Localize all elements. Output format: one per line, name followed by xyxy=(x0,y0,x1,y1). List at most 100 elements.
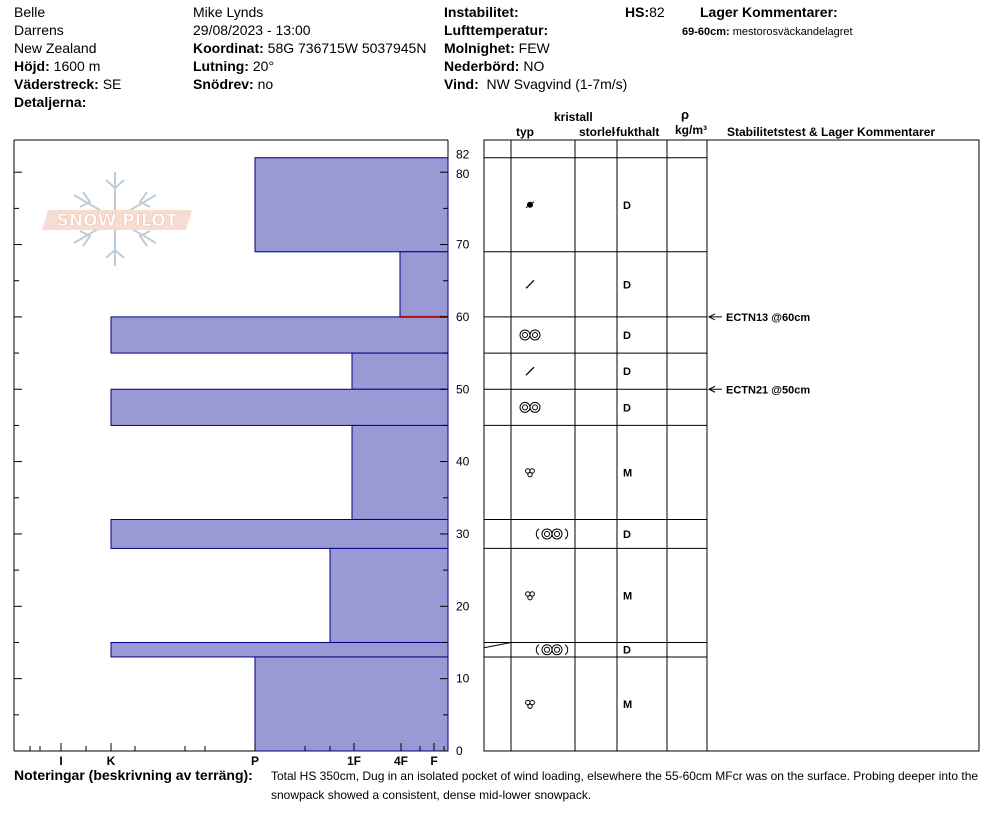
aspect: Väderstreck: SE xyxy=(14,76,121,92)
sky-cover-label: Molnighet: xyxy=(444,40,515,56)
stability-test-label: ECTN13 @60cm xyxy=(726,312,810,324)
sky-cover: Molnighet: FEW xyxy=(444,40,550,56)
hardness-bar-layer-10 xyxy=(254,656,449,752)
depth-label-20: 20 xyxy=(456,599,470,613)
moisture-value: D xyxy=(623,279,631,291)
moisture-value: D xyxy=(623,529,631,541)
hardness-label-4F: 4F xyxy=(394,754,408,768)
sky-cover-value: FEW xyxy=(518,40,550,56)
hardness-bar-layer-1 xyxy=(254,157,449,253)
hardness-label-F: F xyxy=(430,754,437,768)
layer-comment-range: 69-60cm: xyxy=(682,26,730,38)
aspect-label: Väderstreck: xyxy=(14,76,99,92)
header-kristall: kristall xyxy=(554,110,593,124)
location-country: New Zealand xyxy=(14,40,97,56)
snow-height: HS:82 xyxy=(625,4,665,20)
rounded-grain-icon xyxy=(525,699,535,709)
arrow-left-icon xyxy=(707,385,716,393)
header-density-unit: kg/m³ xyxy=(675,123,708,137)
row-connector xyxy=(483,641,512,649)
precipitation: Nederbörd: NO xyxy=(444,58,544,74)
snow-height-value: 82 xyxy=(649,4,665,20)
depth-label-30: 30 xyxy=(456,527,470,541)
notes-text: Total HS 350cm, Dug in an isolated pocke… xyxy=(271,769,979,802)
stability-test-label: ECTN21 @50cm xyxy=(726,384,810,396)
snowflake-logo-icon: SNOW PILOT xyxy=(42,172,192,266)
arrow-left-icon xyxy=(707,313,716,321)
depth-label-40: 40 xyxy=(456,455,470,469)
wind-value: NW Svagvind (1-7m/s) xyxy=(486,76,628,92)
layer-comment: 69-60cm: mestorosväckandelagret xyxy=(682,24,853,40)
header-rho: ρ xyxy=(681,107,690,122)
depth-label-50: 50 xyxy=(456,382,470,396)
hardness-bar-layer-7 xyxy=(110,518,449,549)
hardness-bar-layer-3 xyxy=(110,316,449,354)
hardness-bar-layer-2 xyxy=(399,251,449,318)
moisture-value: D xyxy=(623,402,631,414)
wind-loading-label: Snödrev: xyxy=(193,76,254,92)
instability-label: Instabilitet: xyxy=(444,4,519,20)
notes-label: Noteringar (beskrivning av terräng): xyxy=(14,767,253,783)
header-fukthalt: fukthalt xyxy=(616,125,660,139)
wind-label: Vind: xyxy=(444,76,479,92)
hardness-label-P: P xyxy=(251,754,259,768)
precipitation-label: Nederbörd: xyxy=(444,58,520,74)
melt-freeze-grain-icon xyxy=(519,401,541,413)
depth-label-82: 82 xyxy=(456,148,470,162)
details-label: Detaljerna: xyxy=(14,94,87,110)
coordinates: Koordinat: 58G 736715W 5037945N xyxy=(193,40,426,56)
hardness-bar-layer-9 xyxy=(110,641,449,658)
wind-loading-value: no xyxy=(257,76,274,92)
moisture-value: M xyxy=(623,699,632,711)
hardness-bar-layer-4 xyxy=(351,352,449,390)
rounded-grain-icon xyxy=(525,591,535,601)
observer: Mike Lynds xyxy=(193,4,264,20)
snow-height-label: HS: xyxy=(625,4,650,20)
moisture-value: D xyxy=(623,330,631,342)
elevation: Höjd: 1600 m xyxy=(14,58,100,74)
header-typ: typ xyxy=(516,125,534,139)
moisture-value: D xyxy=(623,645,631,657)
moisture-value: D xyxy=(623,200,631,212)
aspect-value: SE xyxy=(102,76,122,92)
location-name: Belle xyxy=(14,4,46,20)
hardness-label-K: K xyxy=(107,754,116,768)
hardness-label-I: I xyxy=(59,754,62,768)
header-stability: Stabilitetstest & Lager Kommentarer xyxy=(727,125,936,139)
slope-value: 20° xyxy=(252,58,275,74)
moisture-value: D xyxy=(623,366,631,378)
air-temp-label: Lufttemperatur: xyxy=(444,22,549,38)
hardness-bar-layer-8 xyxy=(329,547,449,643)
elevation-value: 1600 m xyxy=(53,58,101,74)
slope-label: Lutning: xyxy=(193,58,249,74)
coordinates-value: 58G 736715W 5037945N xyxy=(267,40,427,56)
logo-text: SNOW PILOT xyxy=(57,211,178,231)
precipitation-value: NO xyxy=(523,58,545,74)
location-area: Darrens xyxy=(14,22,64,38)
wind-loading: Snödrev: no xyxy=(193,76,273,92)
depth-label-70: 70 xyxy=(456,238,470,252)
melt-freeze-crust-grain-icon xyxy=(535,528,569,540)
hardness-bar-layer-6 xyxy=(351,424,449,520)
decomposing-grain-icon xyxy=(525,366,535,376)
datetime: 29/08/2023 - 13:00 xyxy=(193,22,311,38)
depth-label-0: 0 xyxy=(456,744,463,758)
header-storlek: storlek xyxy=(579,126,615,139)
wind: Vind: NW Svagvind (1-7m/s) xyxy=(444,76,627,92)
depth-label-60: 60 xyxy=(456,310,470,324)
melt-freeze-crust-grain-icon xyxy=(535,644,569,656)
hardness-label-1F: 1F xyxy=(347,754,361,768)
melt-freeze-grain-icon xyxy=(519,329,541,341)
coordinates-label: Koordinat: xyxy=(193,40,264,56)
depth-label-10: 10 xyxy=(456,672,470,686)
rounded-grain-icon xyxy=(525,468,535,478)
decomposing-grain-icon xyxy=(525,279,535,289)
elevation-label: Höjd: xyxy=(14,58,50,74)
layer-comments-title: Lager Kommentarer: xyxy=(700,4,838,20)
slope: Lutning: 20° xyxy=(193,58,274,74)
precip-particle-grain-icon xyxy=(525,201,535,209)
layer-comment-text: mestorosväckandelagret xyxy=(732,26,853,38)
depth-label-80: 80 xyxy=(456,167,470,181)
moisture-value: M xyxy=(623,467,632,479)
